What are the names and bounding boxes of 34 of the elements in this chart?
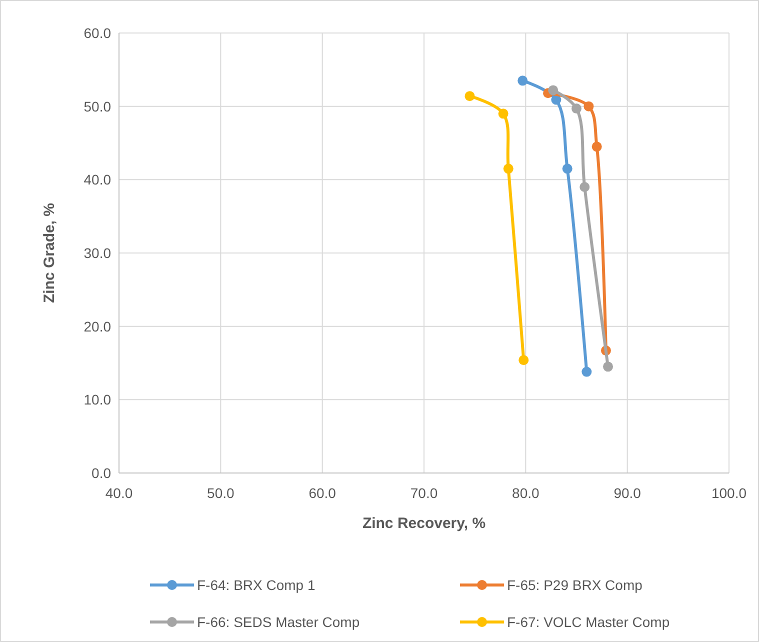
y-tick-label: 50.0 xyxy=(84,98,112,114)
point xyxy=(603,362,614,372)
x-tick-label: 40.0 xyxy=(105,485,133,501)
y-tick-label: 40.0 xyxy=(84,172,112,188)
y-tick-label: 10.0 xyxy=(84,392,112,408)
legend-label: F-66: SEDS Master Comp xyxy=(197,614,360,630)
point xyxy=(572,104,582,114)
legend-label: F-67: VOLC Master Comp xyxy=(507,614,670,630)
point xyxy=(580,182,590,192)
x-tick-label: 80.0 xyxy=(512,485,540,501)
y-tick-label: 30.0 xyxy=(84,245,112,261)
point xyxy=(518,76,528,86)
point xyxy=(582,366,592,377)
point xyxy=(562,164,572,174)
point xyxy=(464,91,475,102)
point xyxy=(503,164,514,174)
x-tick-label: 50.0 xyxy=(207,485,235,501)
x-tick-label: 100.0 xyxy=(711,485,747,501)
x-tick-label: 90.0 xyxy=(614,485,642,501)
point xyxy=(498,108,508,119)
point xyxy=(584,101,594,112)
point xyxy=(548,85,558,96)
legend-label: F-65: P29 BRX Comp xyxy=(507,577,643,593)
point xyxy=(518,355,529,366)
y-tick-label: 60.0 xyxy=(84,25,112,41)
legend-label: F-64: BRX Comp 1 xyxy=(197,577,316,593)
x-axis-title: Zinc Recovery, % xyxy=(362,515,486,532)
y-axis-title: Zinc Grade, % xyxy=(41,202,58,304)
x-tick-label: 60.0 xyxy=(308,485,336,501)
y-tick-label: 0.0 xyxy=(92,465,112,481)
x-tick-label: 70.0 xyxy=(410,485,438,501)
y-tick-label: 20.0 xyxy=(84,318,112,334)
point xyxy=(592,142,602,152)
point xyxy=(551,94,562,105)
